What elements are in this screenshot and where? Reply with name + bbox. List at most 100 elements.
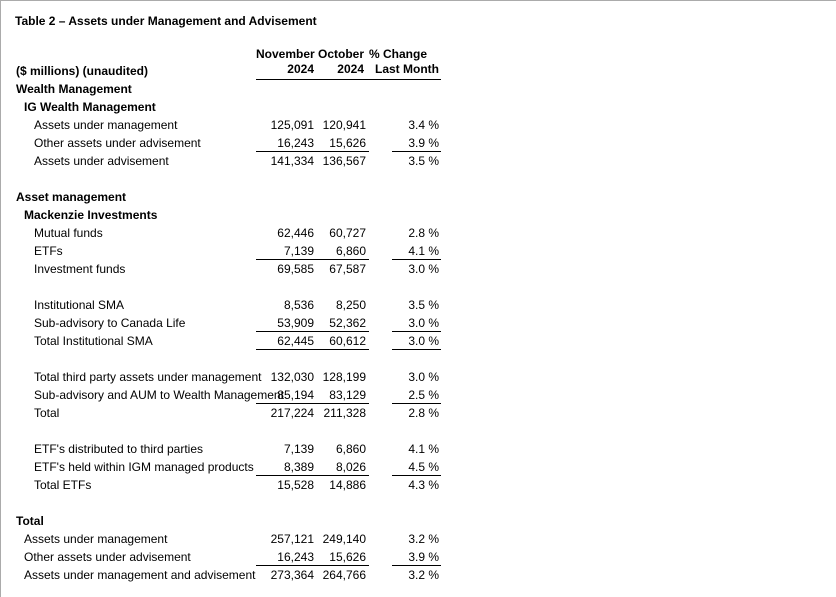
column-gap (369, 296, 392, 314)
column-gap (369, 260, 392, 278)
value-october: 136,567 (322, 154, 366, 168)
value-october: 6,860 (335, 244, 366, 258)
column-gap (369, 116, 392, 134)
table-row: Investment funds 69,585 67,587 3.0 % (16, 260, 446, 278)
value-pct-change: 4.1 % (408, 442, 439, 456)
row-label: Other assets under advisement (34, 136, 201, 150)
aum-table: ($ millions) (unaudited) November Octobe… (16, 47, 446, 584)
table-row: ETF's distributed to third parties 7,139 6… (16, 440, 446, 458)
value-november: 8,536 (283, 298, 314, 312)
table-row: Other assets under advisement 16,243 15,62… (16, 134, 446, 152)
value-november: 15,528 (277, 478, 314, 492)
value-october: 60,727 (329, 226, 366, 240)
value-pct-change: 3.0 % (408, 262, 439, 276)
value-pct-change: 4.1 % (392, 242, 441, 260)
value-november: 125,091 (270, 118, 314, 132)
row-label: Wealth Management (16, 82, 132, 96)
spacer-row (16, 422, 446, 440)
row-values: 62,445 60,612 (256, 332, 369, 350)
spacer-row (16, 170, 446, 188)
table-row: ETF's held within IGM managed products 8,… (16, 458, 446, 476)
value-pct-change: 4.5 % (392, 458, 441, 476)
table-row: Sub-advisory and AUM to Wealth Managemen… (16, 386, 446, 404)
value-october: 264,766 (322, 568, 366, 582)
value-pct-change: 3.4 % (408, 118, 439, 132)
value-october: 120,941 (322, 118, 366, 132)
value-november: 85,194 (277, 388, 314, 402)
value-pct-change: 3.9 % (392, 548, 441, 566)
row-label: Assets under management (34, 118, 178, 132)
value-november: 7,139 (283, 442, 314, 456)
value-october: 83,129 (329, 388, 366, 402)
column-gap (369, 152, 392, 170)
table-row: Total Institutional SMA 62,445 60,612 3.0 % (16, 332, 446, 350)
table-row: Sub-advisory to Canada Life 53,909 52,362 3… (16, 314, 446, 332)
row-label: Assets under advisement (34, 154, 169, 168)
value-pct-change: 2.8 % (408, 406, 439, 420)
row-label: Asset management (16, 190, 127, 204)
table-row: Wealth Management (16, 80, 446, 98)
column-gap (369, 368, 392, 386)
row-values: 257,121 249,140 (256, 530, 369, 548)
column-gap (369, 440, 392, 458)
row-values: 69,585 67,587 (256, 260, 369, 278)
table-header: ($ millions) (unaudited) November Octobe… (16, 47, 446, 80)
row-label: ETF's held within IGM managed products (34, 460, 254, 474)
value-november: 132,030 (270, 370, 314, 384)
value-november: 217,224 (270, 406, 314, 420)
value-november: 69,585 (277, 262, 314, 276)
table-row: ETFs 7,139 6,860 4.1 % (16, 242, 446, 260)
value-pct-change: 3.0 % (392, 314, 441, 332)
column-header-october: October (317, 47, 364, 61)
column-header-pct-change: % Change (368, 47, 427, 61)
value-october: 15,626 (329, 550, 366, 564)
value-pct-change: 2.8 % (408, 226, 439, 240)
column-gap (369, 386, 392, 404)
row-values: 8,389 8,026 (256, 458, 369, 476)
table-row: Assets under management 257,121 249,140 3.2… (16, 530, 446, 548)
value-november: 7,139 (283, 244, 314, 258)
spacer-row (16, 350, 446, 368)
row-values: 53,909 52,362 (256, 314, 369, 332)
value-pct-change: 2.5 % (392, 386, 441, 404)
value-pct-change: 3.0 % (392, 332, 441, 350)
row-values: 141,334 136,567 (256, 152, 369, 170)
column-gap (369, 566, 392, 584)
value-november: 16,243 (277, 136, 314, 150)
row-label: Assets under management (24, 532, 168, 546)
row-label: Mutual funds (34, 226, 103, 240)
column-header-last-month: Last Month (375, 62, 439, 76)
column-headers: November October % Change 2024 2024 Last… (256, 47, 441, 80)
value-october: 8,026 (335, 460, 366, 474)
value-november: 141,334 (270, 154, 314, 168)
value-october: 15,626 (329, 136, 366, 150)
row-values: 125,091 120,941 (256, 116, 369, 134)
row-label: IG Wealth Management (24, 100, 156, 114)
column-header-november: November (256, 47, 315, 61)
value-october: 211,328 (323, 406, 367, 420)
table-body: Wealth Management IG Wealth Management Ass… (16, 80, 446, 584)
table-row: Assets under advisement 141,334 136,567 3.5… (16, 152, 446, 170)
table-row: Assets under management 125,091 120,941 3.4… (16, 116, 446, 134)
row-label: Total Institutional SMA (34, 334, 153, 348)
value-october: 67,587 (329, 262, 366, 276)
spacer-row (16, 278, 446, 296)
value-november: 62,445 (277, 334, 314, 348)
row-label: Total third party assets under managemen… (34, 370, 262, 384)
value-october: 6,860 (335, 442, 366, 456)
page-title: Table 2 – Assets under Management and Ad… (15, 14, 317, 28)
row-values: 217,224 211,328 (256, 404, 369, 422)
value-november: 273,364 (270, 568, 314, 582)
value-november: 16,243 (277, 550, 314, 564)
row-values: 132,030 128,199 (256, 368, 369, 386)
value-october: 8,250 (335, 298, 366, 312)
value-october: 249,140 (322, 532, 366, 546)
row-values: 16,243 15,626 (256, 548, 369, 566)
value-november: 8,389 (283, 460, 314, 474)
row-label: Sub-advisory to Canada Life (34, 316, 186, 330)
column-gap (369, 332, 392, 350)
table-row: Mutual funds 62,446 60,727 2.8 % (16, 224, 446, 242)
row-label: Total (16, 514, 44, 528)
column-header-november-year: 2024 (287, 62, 314, 76)
